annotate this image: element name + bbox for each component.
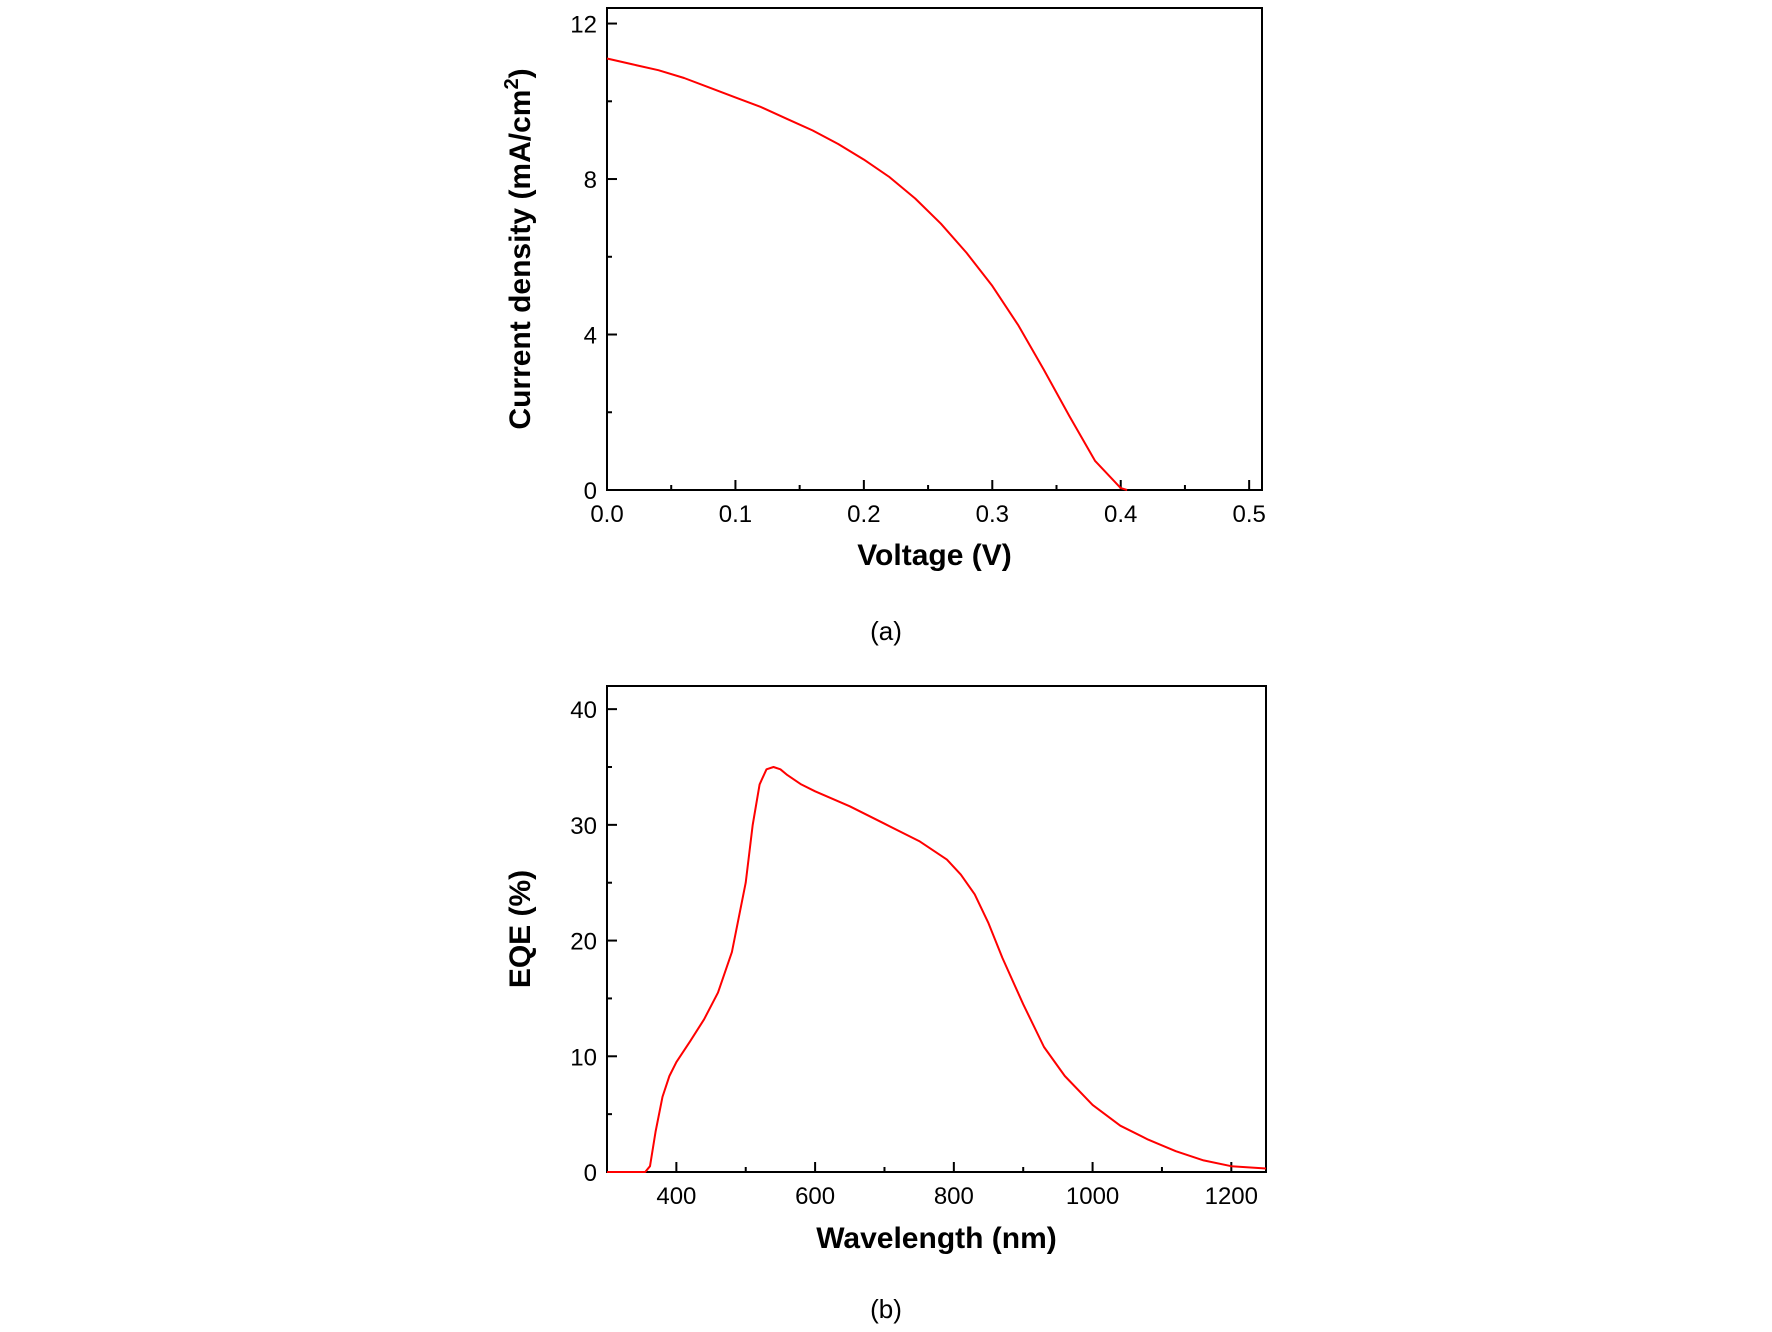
- y-tick-label: 8: [584, 167, 597, 194]
- y-axis-label-main: Current density (mA/cm: [504, 90, 537, 430]
- y-tick-label: 0: [584, 1160, 597, 1187]
- x-tick-label: 0.5: [1232, 501, 1265, 528]
- y-axis-label-end: ): [504, 68, 537, 78]
- y-tick-label: 30: [570, 813, 597, 840]
- y-tick-label: 12: [570, 12, 597, 39]
- y-axis-label: EQE (%): [504, 870, 537, 988]
- x-tick-label: 0.3: [976, 501, 1009, 528]
- x-axis-label: Wavelength (nm): [816, 1222, 1057, 1255]
- series-line-eqe: [607, 766, 1267, 1173]
- x-tick-label: 1200: [1205, 1183, 1258, 1210]
- x-tick-label: 600: [795, 1183, 835, 1210]
- x-tick-label: 800: [934, 1183, 974, 1210]
- series-line-jv: [606, 57, 1128, 491]
- x-tick-label: 0.4: [1104, 501, 1137, 528]
- chart-eqe: 400 600 800 1000 1200 0 10 20 30 40 Wavelength (nm…: [504, 685, 1267, 1324]
- panel-caption: (a): [870, 616, 902, 646]
- x-tick-label: 0.2: [847, 501, 880, 528]
- y-axis-label: Current density (mA/cm2): [501, 68, 537, 429]
- x-tick-label: 400: [656, 1183, 696, 1210]
- y-tick-label: 40: [570, 697, 597, 724]
- plot-frame: [606, 7, 1263, 491]
- y-tick-label: 20: [570, 929, 597, 956]
- y-axis-label-superscript: 2: [501, 78, 523, 89]
- y-tick-label: 10: [570, 1044, 597, 1071]
- x-axis-label: Voltage (V): [857, 539, 1011, 572]
- y-tick-label: 4: [584, 323, 597, 350]
- y-tick-label: 0: [584, 478, 597, 505]
- x-tick-label: 1000: [1066, 1183, 1119, 1210]
- y-axis-label-main: EQE (%): [504, 870, 537, 988]
- plot-frame: [606, 685, 1267, 1173]
- x-tick-label: 0.0: [590, 501, 623, 528]
- x-tick-label: 0.1: [719, 501, 752, 528]
- chart-jv: 0.0 0.1 0.2 0.3 0.4 0.5 0 4 8 12 Voltage (V) Curren…: [501, 7, 1266, 646]
- panel-caption: (b): [870, 1294, 902, 1324]
